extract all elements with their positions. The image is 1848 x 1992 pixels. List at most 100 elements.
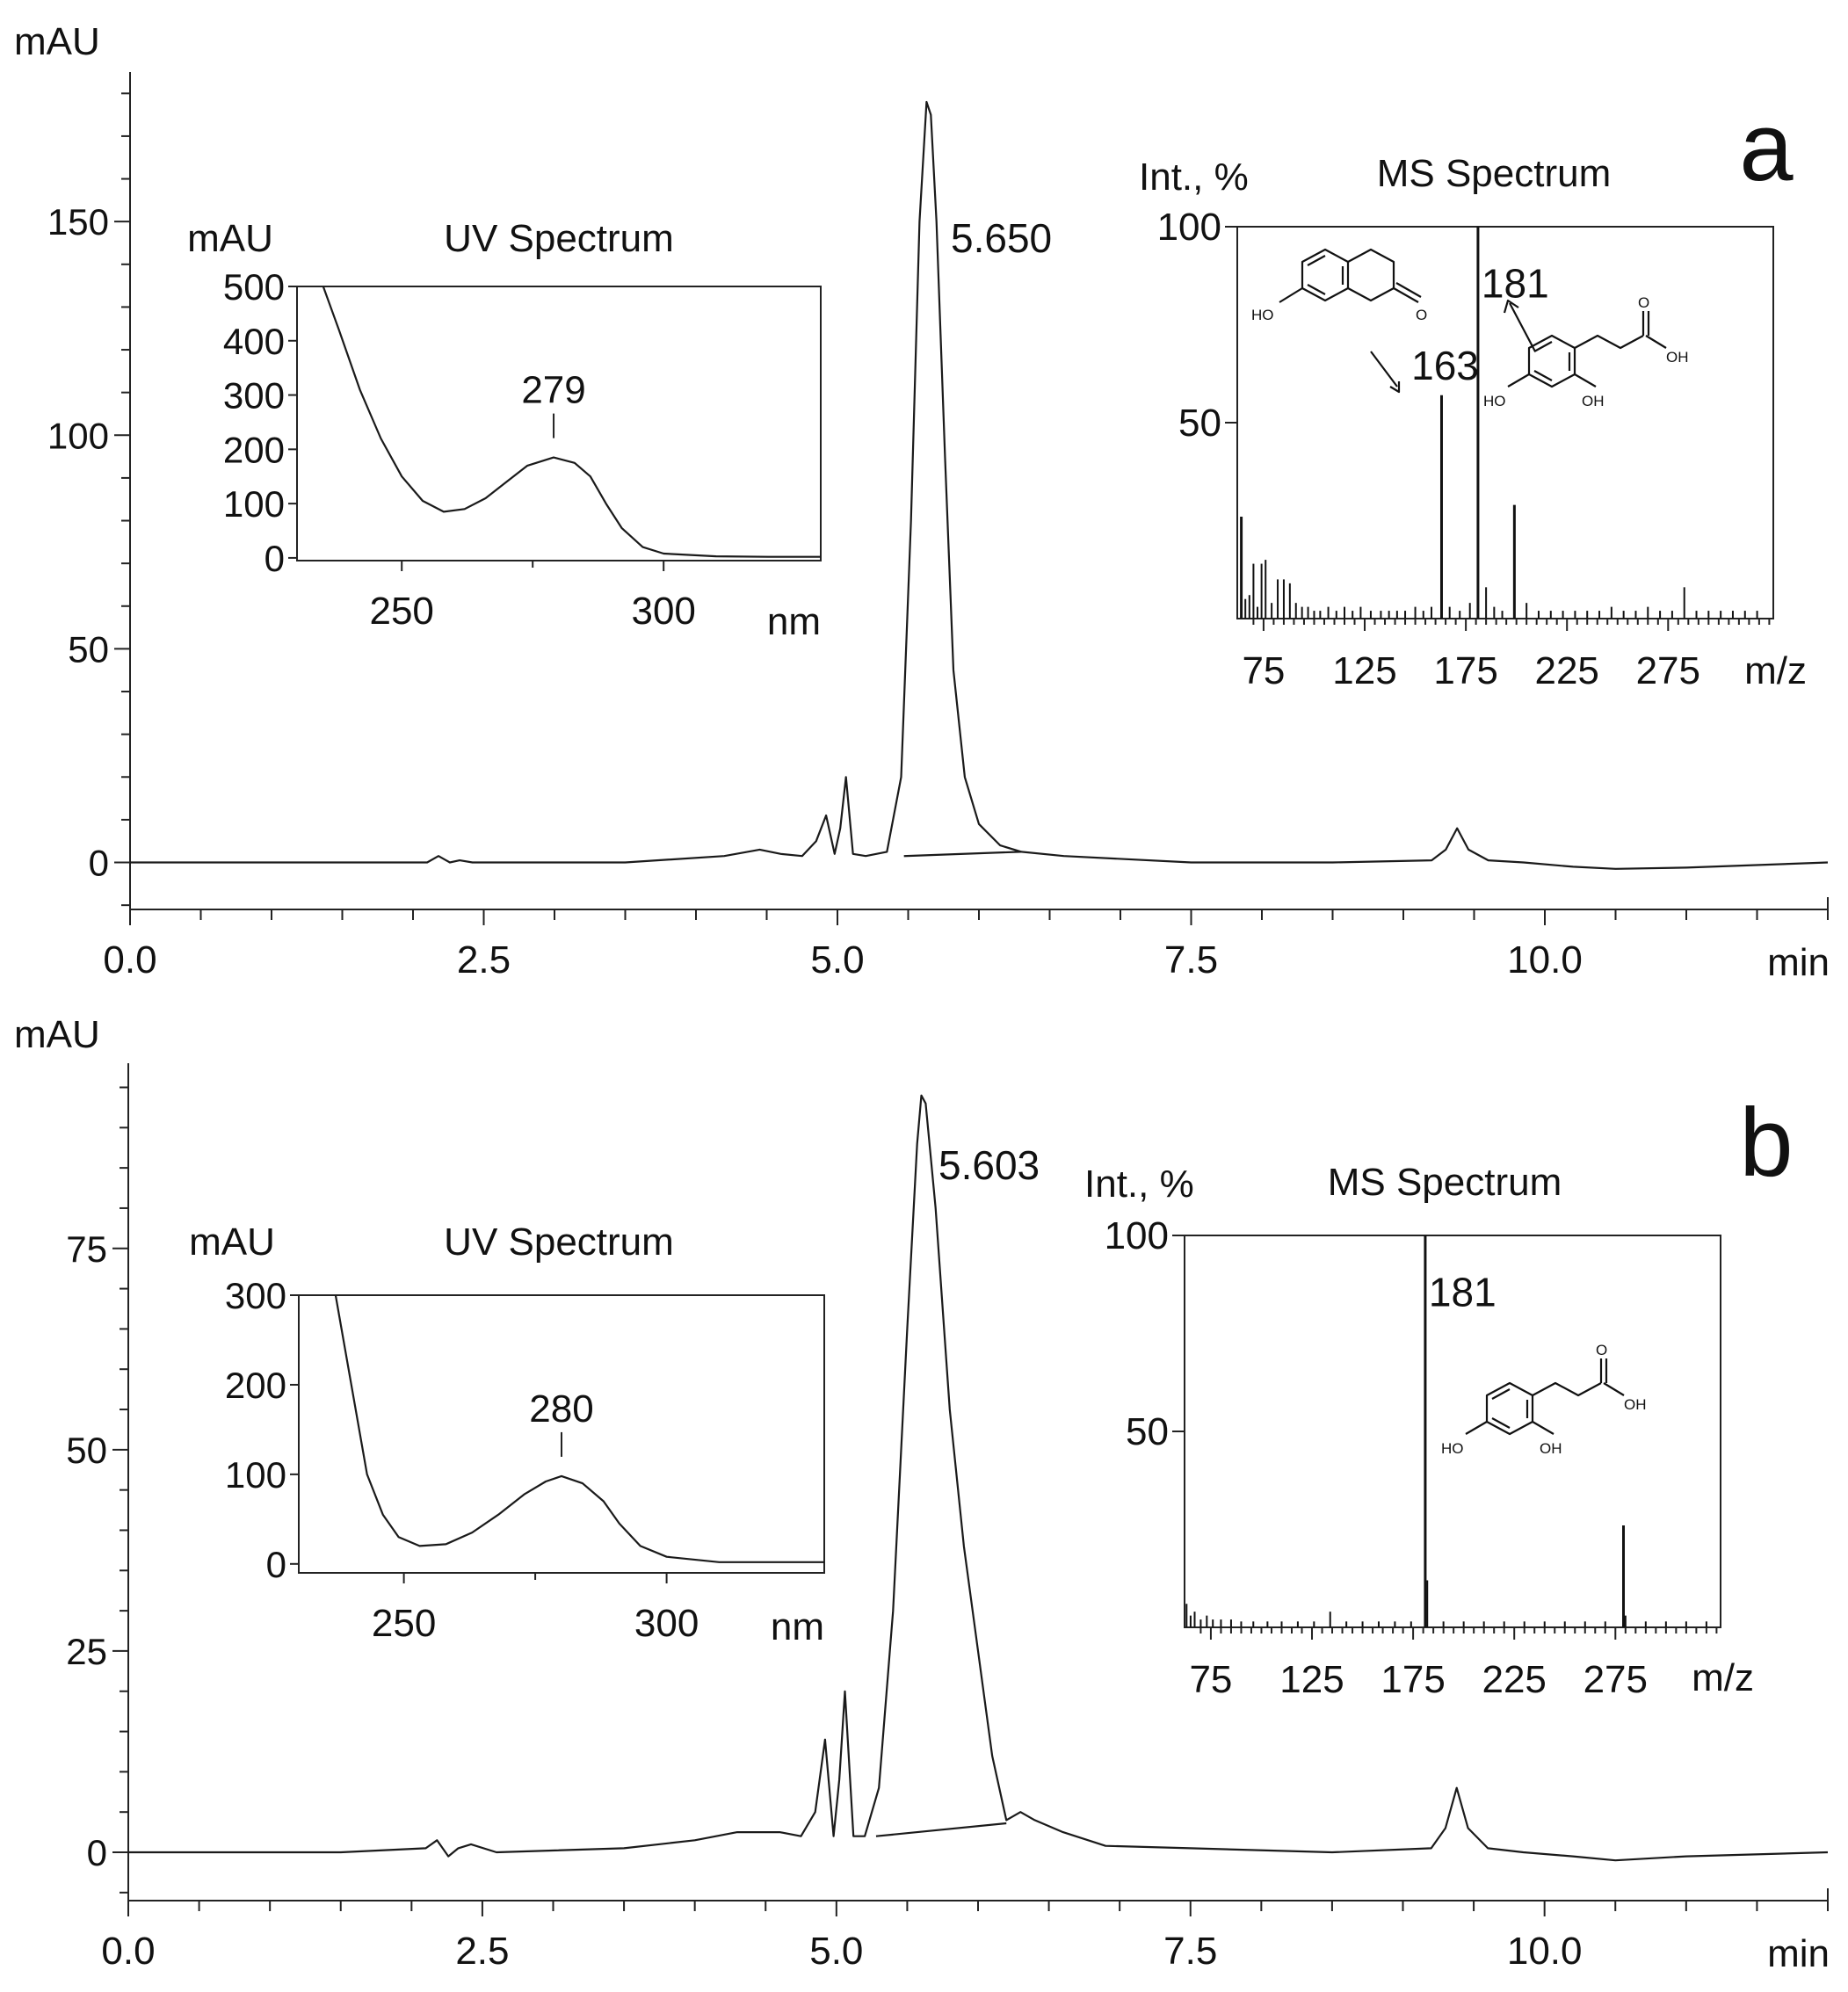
ms-inset-title: MS Spectrum	[1328, 1161, 1562, 1204]
arrow-to-181	[1509, 302, 1536, 352]
uv-inset-title: UV Spectrum	[444, 1221, 674, 1264]
ms-inset-frame	[1236, 226, 1774, 619]
uv-spectrum-trace	[322, 286, 821, 558]
structure-ho-label-3: HO	[1441, 1440, 1464, 1457]
panel-label: b	[1739, 1089, 1793, 1197]
uv-y-tick-label: 300	[223, 375, 285, 417]
ms-x-tick-label: 275	[1583, 1658, 1648, 1701]
y-tick-label: 50	[66, 1430, 107, 1471]
uv-y-axis-title: mAU	[187, 217, 273, 260]
ms-x-axis-title: m/z	[1692, 1656, 1754, 1699]
x-tick-label: 5.0	[809, 1930, 863, 1973]
ms-peak-label: 181	[1482, 260, 1549, 306]
ms-x-tick-label: 75	[1189, 1658, 1232, 1701]
ms-y-tick-label: 100	[1157, 206, 1221, 249]
uv-y-tick-label: 100	[225, 1454, 286, 1496]
ms-y-axis-title: Int., %	[1084, 1163, 1194, 1206]
integration-baseline	[903, 851, 1022, 858]
chromatogram-panel-a: mAU min 0 50 100 150 0.0 2.5 5.0 7.5 10.0 a 5.650 UV …	[14, 20, 1830, 984]
ms-y-tick-label: 50	[1126, 1410, 1169, 1453]
uv-x-tick-label: 250	[369, 590, 433, 633]
ms-inset-frame	[1184, 1235, 1721, 1628]
ms-peak-label: 163	[1411, 343, 1479, 388]
chromatogram-panel-b: mAU min 0 25 50 75 0.0 2.5 5.0 7.5 10.0 b 5.603 UV Sp…	[14, 1013, 1830, 1975]
uv-peak-label: 280	[529, 1387, 593, 1431]
integration-baseline	[875, 1822, 1007, 1837]
uv-x-axis-title: nm	[771, 1605, 824, 1648]
uv-y-tick-label: 200	[225, 1365, 286, 1406]
ms-peak-label: 181	[1429, 1269, 1497, 1315]
structure-o-label-3: O	[1596, 1342, 1607, 1358]
structure-phloretic-acid-b: HO OH OH O	[1441, 1342, 1647, 1457]
ms-x-tick-label: 275	[1636, 649, 1700, 692]
ms-inset-title: MS Spectrum	[1377, 152, 1612, 195]
x-tick-label: 2.5	[455, 1930, 509, 1973]
x-tick-label: 2.5	[457, 938, 511, 982]
uv-y-tick-label: 0	[265, 538, 285, 579]
ms-spectrum-inset: MS Spectrum Int., % m/z 50 100 75 125 175 225 275…	[1139, 152, 1807, 692]
uv-spectrum-inset: UV Spectrum mAU nm 0 100 200 300 250 300 280	[189, 1221, 825, 1648]
y-axis-title: mAU	[14, 1013, 100, 1056]
x-tick-label: 10.0	[1507, 1930, 1583, 1973]
ms-x-tick-label: 225	[1482, 1658, 1546, 1701]
ms-y-tick-label: 100	[1105, 1214, 1169, 1257]
peak-retention-label: 5.650	[951, 215, 1052, 261]
peak-retention-label: 5.603	[938, 1142, 1040, 1188]
x-tick-label: 7.5	[1163, 1930, 1217, 1973]
structure-oh-label: OH	[1582, 393, 1605, 409]
uv-y-tick-label: 0	[266, 1544, 286, 1585]
fragment-arrows	[1370, 299, 1536, 394]
ms-x-axis-title: m/z	[1744, 649, 1807, 692]
ms-x-tick-label: 225	[1534, 649, 1598, 692]
uv-x-tick-label: 250	[372, 1602, 436, 1645]
y-axis-title: mAU	[14, 20, 100, 63]
ms-x-tick-label: 125	[1332, 649, 1396, 692]
y-tick-label: 0	[89, 843, 109, 884]
x-tick-label: 0.0	[103, 938, 156, 982]
chromatogram-trace	[130, 100, 1829, 870]
uv-y-tick-label: 400	[223, 321, 285, 362]
structure-oh-label-2: OH	[1666, 349, 1689, 366]
uv-inset-title: UV Spectrum	[444, 217, 674, 260]
ms-y-axis-title: Int., %	[1139, 156, 1249, 199]
uv-x-tick-label: 300	[634, 1602, 699, 1645]
ms-spectrum-inset: MS Spectrum Int., % m/z 50 100 75 125 175 225 275…	[1084, 1161, 1754, 1701]
y-tick-label: 75	[66, 1228, 107, 1270]
x-tick-label: 5.0	[810, 938, 864, 982]
uv-inset-frame	[296, 286, 822, 561]
chromatogram-trace	[128, 1094, 1829, 1862]
structure-o-label: O	[1416, 307, 1427, 323]
ms-x-tick-label: 175	[1433, 649, 1497, 692]
uv-spectrum-trace	[334, 1294, 824, 1563]
arrow-to-163	[1370, 351, 1398, 388]
structure-o-label-2: O	[1638, 294, 1649, 311]
panel-label: a	[1739, 93, 1794, 201]
x-axis-title: min	[1767, 941, 1830, 984]
y-tick-label: 0	[87, 1832, 107, 1873]
uv-x-tick-label: 300	[631, 590, 695, 633]
structure-ho-label-2: HO	[1483, 393, 1506, 409]
uv-x-axis-title: nm	[767, 600, 821, 643]
ms-x-tick-label: 175	[1381, 1658, 1445, 1701]
uv-y-tick-label: 300	[225, 1275, 286, 1316]
uv-y-tick-label: 500	[223, 266, 285, 308]
uv-y-axis-title: mAU	[189, 1221, 275, 1264]
structure-dihydrocoumarin: HO O	[1251, 248, 1427, 323]
ms-x-tick-label: 125	[1279, 1658, 1344, 1701]
structure-ho-label: HO	[1251, 307, 1274, 323]
ms-y-tick-label: 50	[1178, 402, 1221, 445]
arrow-head-181	[1503, 299, 1519, 314]
uv-y-tick-label: 100	[223, 483, 285, 525]
x-tick-label: 0.0	[101, 1930, 155, 1973]
y-tick-label: 25	[66, 1631, 107, 1672]
x-axis-title: min	[1767, 1932, 1830, 1975]
uv-y-tick-label: 200	[223, 429, 285, 470]
uv-peak-label: 279	[521, 369, 585, 412]
x-tick-label: 7.5	[1164, 938, 1218, 982]
y-tick-label: 50	[68, 628, 109, 670]
structure-oh-label-4: OH	[1624, 1396, 1647, 1413]
x-tick-label: 10.0	[1507, 938, 1583, 982]
ms-x-tick-label: 75	[1242, 649, 1285, 692]
arrow-head-163	[1389, 381, 1401, 394]
